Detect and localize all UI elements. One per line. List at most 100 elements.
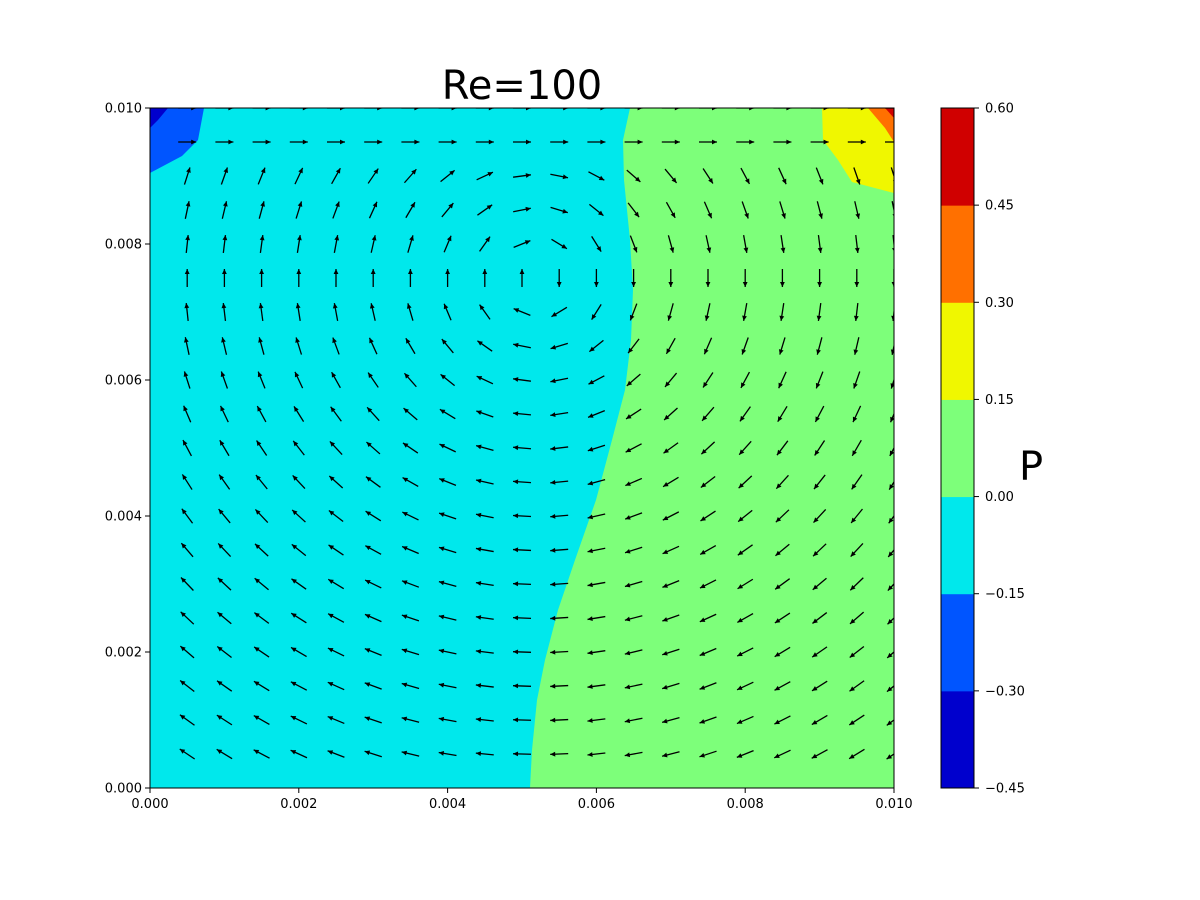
colorbar-tick-label: −0.30 bbox=[985, 684, 1025, 699]
quiver-arrow bbox=[890, 342, 894, 355]
quiver-arrow bbox=[887, 617, 894, 625]
y-tick-label: 0.008 bbox=[105, 238, 142, 253]
quiver-arrow bbox=[401, 545, 419, 555]
quiver-arrow bbox=[402, 476, 419, 488]
quiver-arrow bbox=[403, 372, 417, 388]
contour-region-neg030-neg015 bbox=[150, 108, 204, 173]
quiver-arrow bbox=[512, 173, 532, 178]
quiver-arrow bbox=[475, 108, 494, 111]
quiver-arrow bbox=[407, 235, 414, 253]
quiver-arrow bbox=[774, 578, 791, 590]
quiver-arrow bbox=[327, 613, 345, 623]
quiver-arrow bbox=[662, 545, 680, 555]
quiver-arrow bbox=[699, 544, 717, 556]
quiver-arrow bbox=[775, 543, 790, 557]
quiver-arrow bbox=[888, 514, 894, 524]
quiver-arrow bbox=[327, 750, 345, 758]
quiver-arrow bbox=[364, 648, 382, 656]
quiver-arrow bbox=[736, 715, 754, 725]
quiver-arrow bbox=[886, 651, 894, 659]
colorbar-segment bbox=[941, 205, 974, 303]
quiver-arrow bbox=[364, 682, 382, 690]
quiver-arrow bbox=[513, 308, 531, 316]
quiver-arrow bbox=[811, 680, 828, 692]
quiver-arrow bbox=[850, 542, 864, 558]
quiver-arrow bbox=[222, 234, 228, 254]
quiver-arrow bbox=[851, 474, 863, 490]
quiver-arrow bbox=[438, 682, 457, 689]
y-axis: 0.000 0.002 0.004 0.006 0.008 0.010 bbox=[105, 102, 150, 797]
quiver-arrow bbox=[368, 337, 378, 355]
quiver-arrow bbox=[327, 108, 345, 111]
quiver-arrow bbox=[475, 139, 494, 145]
quiver-arrow bbox=[331, 167, 341, 185]
quiver-arrow bbox=[550, 751, 569, 757]
quiver-arrow bbox=[703, 201, 713, 219]
quiver-arrow bbox=[886, 753, 894, 760]
quiver-arrow bbox=[259, 269, 264, 287]
quiver-arrow bbox=[699, 108, 717, 111]
quiver-arrow bbox=[512, 445, 532, 451]
quiver-arrow bbox=[550, 446, 569, 451]
quiver-arrow bbox=[290, 612, 307, 624]
quiver-arrow bbox=[774, 612, 791, 624]
quiver-arrow bbox=[512, 683, 532, 689]
quiver-arrow bbox=[181, 508, 194, 524]
colorbar-tick-label: 0.30 bbox=[985, 296, 1014, 311]
quiver-arrow bbox=[512, 411, 532, 416]
colorbar-tick-label: 0.45 bbox=[985, 199, 1014, 214]
quiver-arrow bbox=[775, 474, 789, 490]
quiver-arrow bbox=[289, 139, 308, 145]
quiver-arrow bbox=[475, 615, 494, 620]
quiver-arrow bbox=[851, 439, 862, 457]
quiver-arrow bbox=[661, 108, 680, 111]
y-tick-label: 0.004 bbox=[105, 510, 142, 525]
quiver-arrow bbox=[366, 441, 381, 455]
quiver-arrow bbox=[736, 647, 754, 657]
quiver-arrow bbox=[702, 168, 714, 184]
quiver-arrow bbox=[700, 510, 716, 522]
quiver-arrow bbox=[587, 615, 606, 622]
quiver-arrow bbox=[179, 679, 195, 693]
quiver-arrow bbox=[587, 650, 606, 655]
quiver-arrow bbox=[401, 108, 420, 111]
quiver-arrow bbox=[853, 302, 859, 322]
quiver-arrow bbox=[624, 580, 643, 588]
quiver-arrow bbox=[587, 513, 606, 520]
quiver-arrow bbox=[441, 338, 454, 354]
x-tick-label: 0.004 bbox=[429, 797, 466, 812]
quiver-arrow bbox=[626, 373, 641, 387]
quiver-arrow bbox=[180, 611, 195, 625]
quiver-arrow bbox=[699, 682, 717, 690]
quiver-arrow bbox=[890, 377, 894, 389]
quiver-arrow bbox=[848, 714, 865, 726]
quiver-arrow bbox=[737, 544, 753, 556]
colorbar-frame bbox=[940, 107, 975, 789]
quiver-arrow bbox=[587, 547, 606, 554]
quiver-arrow bbox=[774, 715, 791, 725]
quiver-arrow bbox=[216, 646, 232, 658]
quiver-arrow bbox=[550, 480, 569, 485]
quiver-arrow bbox=[853, 167, 861, 185]
quiver-arrow bbox=[439, 478, 457, 486]
quiver-arrow bbox=[290, 715, 308, 725]
quiver-arrow bbox=[512, 717, 532, 723]
quiver-arrow bbox=[405, 337, 416, 355]
quiver-arrow bbox=[742, 269, 748, 287]
contour-region-015-030 bbox=[822, 108, 894, 193]
quiver-arrow bbox=[812, 543, 827, 557]
plot-frame bbox=[149, 107, 895, 789]
quiver-arrow bbox=[257, 371, 266, 389]
quiver-arrow bbox=[550, 412, 569, 417]
quiver-arrow bbox=[184, 201, 191, 219]
quiver-arrow bbox=[401, 682, 420, 690]
quiver-arrow bbox=[817, 269, 822, 287]
quiver-arrow bbox=[366, 406, 380, 422]
quiver-arrow bbox=[849, 577, 864, 591]
quiver-arrow bbox=[662, 511, 680, 521]
quiver-arrow bbox=[179, 714, 195, 726]
quiver-arrow bbox=[587, 479, 606, 486]
quiver-arrow bbox=[780, 235, 786, 253]
quiver-arrow bbox=[292, 440, 305, 456]
quiver-arrow bbox=[438, 580, 457, 587]
